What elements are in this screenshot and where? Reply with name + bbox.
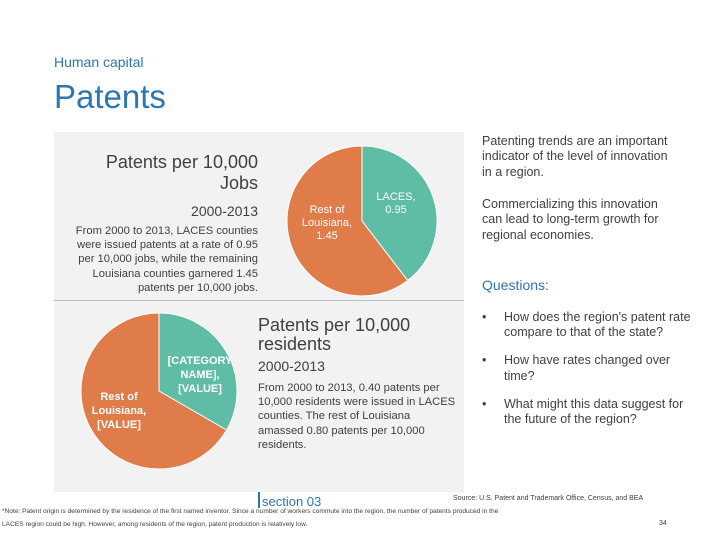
jobs-pie-chart xyxy=(286,145,438,297)
residents-description: From 2000 to 2013, 0.40 patents per 10,0… xyxy=(258,382,456,451)
questions-list: • How does the region's patent rate compa… xyxy=(482,310,692,440)
bullet-icon: • xyxy=(482,396,487,411)
jobs-description: From 2000 to 2013, LACES counties were i… xyxy=(75,225,258,294)
pie-slice-rest-of-louisiana xyxy=(80,312,228,470)
page-title: Patents xyxy=(54,78,166,115)
residents-pie-chart xyxy=(80,312,238,470)
residents-heading: Patents per 10,000 residents xyxy=(258,315,411,354)
footnote: *Note: Patent origin is determined by th… xyxy=(2,508,499,528)
list-item: • What might this data suggest for the fu… xyxy=(482,397,692,427)
bullet-icon: • xyxy=(482,353,487,368)
pie-slice-rest-of-louisiana xyxy=(286,145,409,297)
sidebar-intro: Patenting trends are an important indica… xyxy=(482,134,668,179)
list-item: • How does the region's patent rate compa… xyxy=(482,310,692,340)
page-number: 34 xyxy=(659,520,667,527)
source-note: Source: U.S. Patent and Trademark Office… xyxy=(453,495,644,502)
sidebar-intro-2: Commercializing this innovation can lead… xyxy=(482,197,659,242)
section-marker xyxy=(258,492,338,508)
question-text: How does the region's patent rate compar… xyxy=(504,310,691,340)
pie-slice-laces xyxy=(361,145,438,282)
residents-range: 2000-2013 xyxy=(258,358,325,374)
section-eyebrow: Human capital xyxy=(54,54,144,70)
section-label: section 03 xyxy=(262,494,322,509)
questions-label: Questions: xyxy=(482,277,549,293)
jobs-range: 2000-2013 xyxy=(191,203,258,219)
panel-divider xyxy=(54,300,464,301)
jobs-pie-label-rest: Rest of Louisiana, 1.45 xyxy=(301,204,353,242)
list-item: • How have rates changed over time? xyxy=(482,353,692,383)
question-text: How have rates changed over time? xyxy=(504,353,671,383)
bullet-icon: • xyxy=(482,310,487,324)
jobs-pie-label-laces: LACES, 0.95 xyxy=(376,191,416,216)
question-text: What might this data suggest for the fut… xyxy=(504,396,684,427)
jobs-heading: Patents per 10,000 Jobs xyxy=(105,152,258,193)
residents-pie-label-laces: [CATEGORY NAME], [VALUE] xyxy=(167,355,233,395)
residents-pie-label-rest: Rest of Louisiana, [VALUE] xyxy=(91,391,147,431)
pie-slice-laces xyxy=(158,312,238,431)
